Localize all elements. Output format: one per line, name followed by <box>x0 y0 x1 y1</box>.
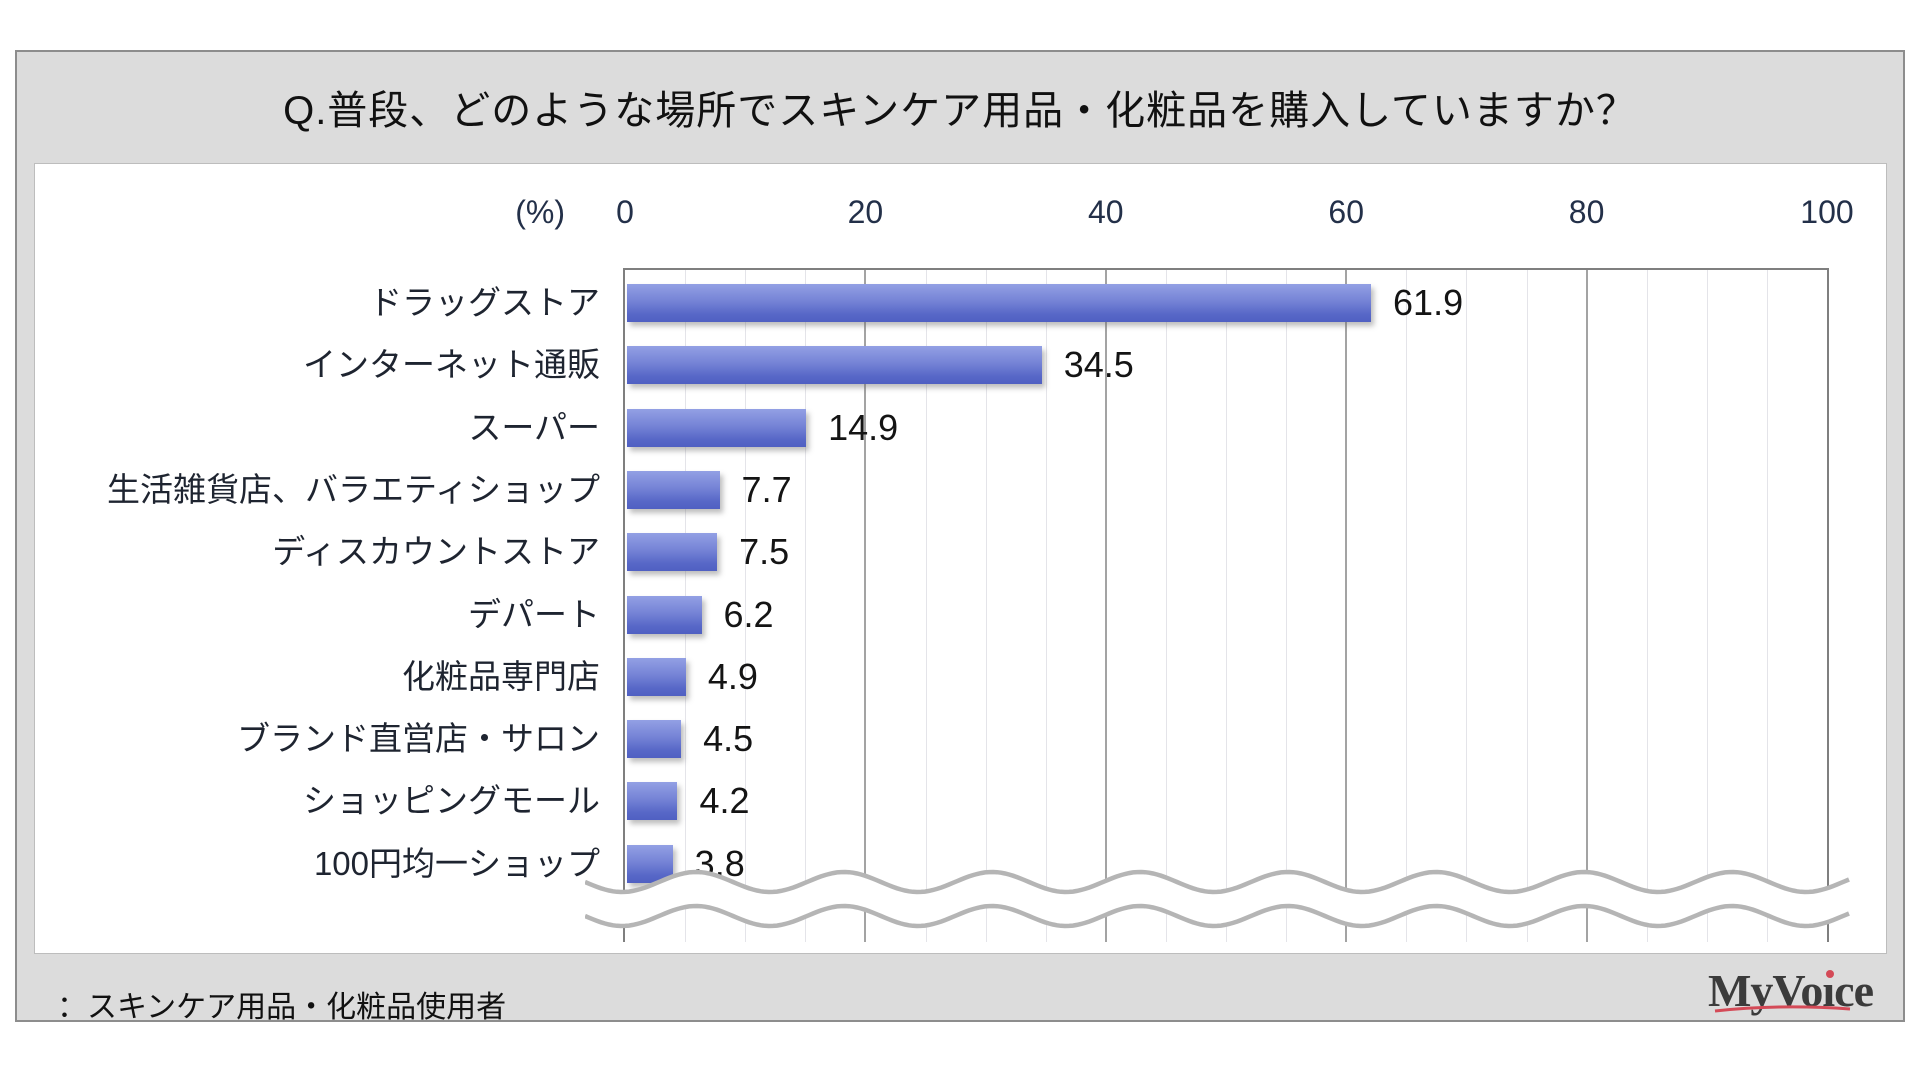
bar <box>627 844 673 883</box>
value-label: 34.5 <box>1063 344 1134 386</box>
category-label: インターネット通販 <box>303 346 600 384</box>
value-label: 14.9 <box>828 406 899 448</box>
logo-swoosh-path <box>1714 1005 1851 1013</box>
bar <box>627 284 1372 322</box>
bar <box>627 657 686 696</box>
minor-gridline <box>745 270 747 942</box>
minor-gridline <box>925 270 927 942</box>
plot-area-frame <box>623 268 1829 942</box>
minor-gridline <box>1165 270 1167 942</box>
minor-gridline <box>1766 270 1768 942</box>
wave-line <box>585 903 1850 929</box>
logo-i-red-dot: ı <box>1822 965 1835 1016</box>
category-label: ドラッグストア <box>369 284 600 321</box>
x-tick-label: 0 <box>616 194 634 230</box>
wave-line <box>585 869 1850 895</box>
category-label: 生活雑貨店、バラエティショップ <box>106 470 600 508</box>
value-label: 7.5 <box>739 531 790 573</box>
minor-gridline <box>805 270 807 942</box>
x-tick-label: 60 <box>1328 194 1364 230</box>
minor-gridline <box>1286 270 1288 942</box>
category-label: ショッピングモール <box>303 782 600 820</box>
value-label: 7.7 <box>741 468 792 510</box>
minor-gridline <box>1526 270 1528 942</box>
x-tick-label: 20 <box>847 194 884 230</box>
category-label: デパート <box>468 595 600 633</box>
logo-underline-swoosh <box>1714 1005 1851 1013</box>
bar <box>627 470 720 509</box>
value-label: 4.5 <box>703 718 754 760</box>
bar <box>627 720 682 759</box>
category-label: 100円均一ショップ <box>313 844 600 882</box>
value-label: 61.9 <box>1393 282 1464 323</box>
x-tick-label: 80 <box>1568 194 1605 230</box>
category-label: スーパー <box>468 408 600 446</box>
chart-title: Q.普段、どのような場所でスキンケア用品・化粧品を購入していますか？ <box>283 89 1637 133</box>
chart-panel: (%) 0 20 40 60 80 100 ドラッグストア 61.9 インターネット通販 34.… <box>34 163 1887 954</box>
bar <box>627 595 702 634</box>
minor-gridline <box>985 270 987 942</box>
major-gridline <box>864 270 867 942</box>
myvoice-logo: MyVoıce <box>1708 964 1874 1017</box>
value-label: 4.2 <box>699 780 750 822</box>
category-label: 化粧品専門店 <box>402 657 600 695</box>
minor-gridline <box>1646 270 1648 942</box>
value-label: 4.9 <box>707 655 758 697</box>
respondent-note: ：スキンケア用品・化粧品使用者 <box>57 991 507 1024</box>
minor-gridline <box>1406 270 1408 942</box>
wave-ribbon <box>585 872 1849 926</box>
survey-card: Q.普段、どのような場所でスキンケア用品・化粧品を購入していますか？ (%) 0… <box>15 50 1905 1024</box>
category-label: ブランド直営店・サロン <box>237 720 600 758</box>
minor-gridline <box>1466 270 1468 942</box>
major-gridline <box>1345 270 1348 942</box>
bar <box>627 782 678 821</box>
bar <box>627 408 807 447</box>
minor-gridline <box>1045 270 1047 942</box>
truncation-wave <box>585 869 1850 929</box>
value-label: 6.2 <box>723 593 774 635</box>
major-gridline <box>1585 270 1588 942</box>
x-tick-label: 100 <box>1800 194 1854 230</box>
bar <box>627 346 1042 385</box>
bar <box>627 533 718 572</box>
minor-gridline <box>1226 270 1227 942</box>
x-tick-label: 40 <box>1088 194 1124 230</box>
minor-gridline <box>1706 270 1708 942</box>
axis-unit-label: (%) <box>515 194 565 230</box>
major-gridline <box>1104 270 1107 942</box>
category-label: ディスカウントストア <box>272 533 600 571</box>
